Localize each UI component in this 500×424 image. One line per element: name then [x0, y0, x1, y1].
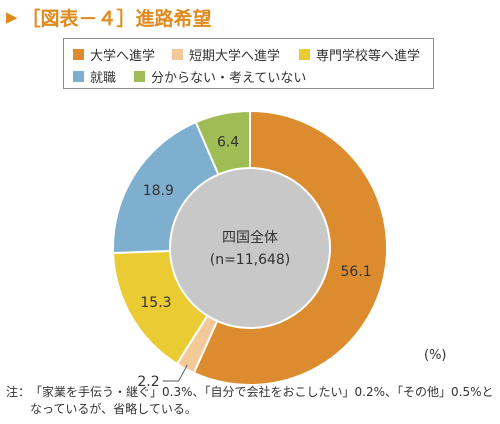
slice-value-junior-college: 2.2: [137, 374, 159, 390]
legend-label-vocational-school: 専門学校等へ進学: [316, 49, 421, 64]
slice-labels: 56.1 2.2 15.3 18.9 6.4: [137, 135, 371, 390]
unit-label: (%): [424, 348, 447, 363]
figure-title-text: ［図表－４］進路希望: [21, 7, 212, 30]
footnote-text: 「家業を手伝う・継ぐ」0.3%、「自分で会社をおこしたい」0.2%、「その他」0…: [30, 385, 494, 416]
figure-title: ▶ ［図表－４］進路希望: [6, 4, 212, 30]
legend-swatch-university: [73, 49, 84, 60]
title-triangle-icon: ▶: [6, 7, 18, 26]
footnote-prefix: 注：: [6, 385, 31, 399]
legend-item-vocational-school: 専門学校等へ進学: [299, 45, 420, 64]
legend-label-junior-college: 短期大学へ進学: [189, 49, 281, 64]
legend-swatch-employment: [73, 71, 84, 82]
slice-value-vocational-school: 15.3: [140, 295, 171, 311]
legend-item-junior-college: 短期大学へ進学: [172, 45, 280, 64]
legend-label-university: 大学へ進学: [90, 49, 156, 64]
legend-item-undecided: 分からない・考えていない: [134, 67, 306, 86]
center-disc: [169, 167, 331, 329]
legend-label-undecided: 分からない・考えていない: [151, 71, 307, 86]
legend-swatch-vocational-school: [299, 49, 310, 60]
legend-label-employment: 就職: [90, 71, 117, 86]
legend-swatch-undecided: [134, 71, 145, 82]
leader-line-junior-college: [162, 364, 188, 382]
footnote: 注： 「家業を手伝う・継ぐ」0.3%、「自分で会社をおこしたい」0.2%、「その…: [6, 384, 494, 418]
legend-item-university: 大学へ進学: [73, 45, 155, 64]
center-label-title: 四国全体: [222, 229, 278, 246]
center-label-sample-size: (n=11,648): [210, 252, 291, 268]
chart-legend: 大学へ進学 短期大学へ進学 専門学校等へ進学 就職 分からない・考えていない: [63, 38, 434, 89]
slice-value-employment: 18.9: [143, 183, 174, 199]
slice-value-university: 56.1: [341, 264, 372, 280]
legend-item-employment: 就職: [73, 67, 116, 86]
slice-value-undecided: 6.4: [217, 135, 239, 151]
legend-swatch-junior-college: [172, 49, 183, 60]
